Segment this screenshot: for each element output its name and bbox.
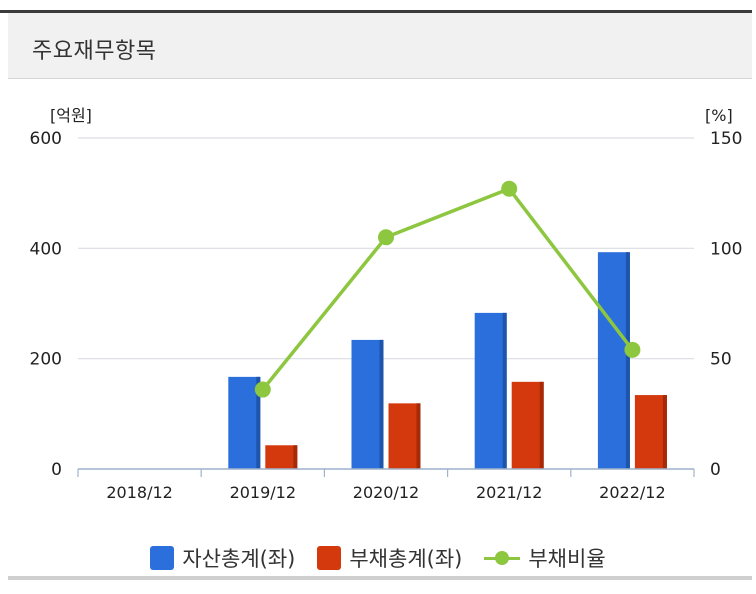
x-tick-label: 2018/12 bbox=[106, 483, 172, 502]
legend-item-liabilities[interactable]: 부채총계(좌) bbox=[317, 543, 462, 573]
ratio-point bbox=[254, 381, 271, 398]
bar-layer bbox=[228, 252, 667, 469]
bar-liabilities bbox=[511, 381, 544, 469]
legend-label-ratio: 부채비율 bbox=[528, 547, 606, 571]
combo-chart: 0 200 400 600 0 50 100 150 [억원] [%] 2018/12 2019/12… bbox=[30, 106, 743, 502]
assets-swatch bbox=[150, 546, 175, 570]
bar-assets-shade bbox=[256, 376, 261, 469]
y-right-tick-label: 0 bbox=[710, 460, 721, 480]
y-left-tick-label: 600 bbox=[30, 129, 62, 149]
panel-header: 주요재무항목 bbox=[8, 13, 752, 79]
y-right-tick-label: 100 bbox=[710, 239, 742, 259]
panel-title: 주요재무항목 bbox=[32, 39, 157, 64]
bar-assets-shade bbox=[502, 312, 507, 469]
bar-assets-shade bbox=[379, 339, 384, 469]
x-tick-label: 2022/12 bbox=[599, 483, 665, 502]
bar-assets-shade bbox=[625, 252, 630, 469]
y-right-tick-label: 150 bbox=[710, 129, 742, 149]
bar-liabilities-shade bbox=[416, 403, 421, 469]
bar-liabilities-shade bbox=[662, 395, 667, 469]
ratio-line bbox=[261, 187, 634, 391]
bar-assets bbox=[597, 252, 630, 469]
x-tick-label: 2019/12 bbox=[230, 483, 296, 502]
top-border bbox=[0, 10, 752, 13]
y-left-tick-label: 200 bbox=[30, 350, 62, 370]
bar-assets bbox=[351, 339, 384, 469]
legend-item-ratio[interactable]: 부채비율 bbox=[484, 543, 606, 573]
y-right-tick-label: 50 bbox=[710, 350, 732, 370]
bar-assets bbox=[228, 376, 261, 469]
ratio-line-swatch bbox=[484, 546, 521, 570]
ratio-point bbox=[378, 229, 394, 246]
liabilities-swatch bbox=[317, 546, 342, 570]
x-tick-label: 2020/12 bbox=[353, 483, 419, 502]
bar-assets bbox=[474, 312, 507, 469]
axes-layer: 0 200 400 600 0 50 100 150 [억원] [%] 2018/12 2019/12… bbox=[30, 106, 743, 502]
y-left-tick-label: 400 bbox=[30, 239, 62, 259]
bottom-border bbox=[8, 576, 752, 580]
bar-liabilities-shade bbox=[539, 381, 544, 469]
bar-liabilities bbox=[634, 395, 667, 469]
ratio-point bbox=[624, 341, 641, 358]
y-right-unit: [%] bbox=[705, 106, 733, 125]
ratio-line-layer bbox=[254, 180, 641, 398]
legend-label-liabilities: 부채총계(좌) bbox=[349, 547, 463, 571]
bar-liabilities bbox=[265, 445, 298, 469]
ratio-point bbox=[501, 180, 518, 197]
chart-legend: 자산총계(좌) 부채총계(좌) 부채비율 bbox=[0, 538, 756, 578]
y-left-unit: [억원] bbox=[50, 106, 92, 125]
x-tick-label: 2021/12 bbox=[476, 483, 542, 502]
bar-liabilities bbox=[388, 403, 421, 469]
legend-label-assets: 자산총계(좌) bbox=[182, 547, 296, 571]
bar-liabilities-shade bbox=[293, 445, 298, 469]
y-left-tick-label: 0 bbox=[51, 460, 62, 480]
legend-item-assets[interactable]: 자산총계(좌) bbox=[150, 543, 295, 573]
